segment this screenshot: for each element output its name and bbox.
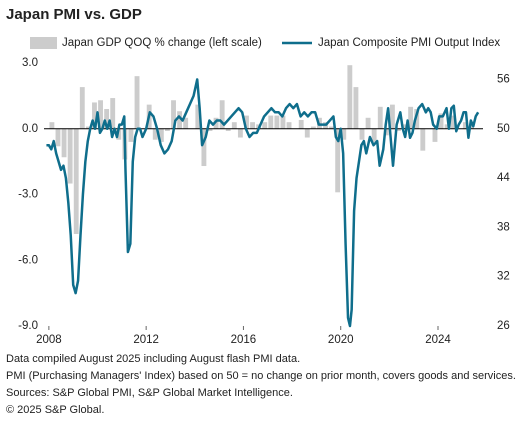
gdp-bar bbox=[134, 76, 140, 129]
legend-label: Japan GDP QOQ % change (left scale) bbox=[62, 37, 262, 49]
x-tick-label: 2016 bbox=[231, 334, 257, 346]
y2-tick-label: 50 bbox=[497, 123, 510, 135]
gdp-bar bbox=[414, 109, 420, 129]
gdp-bar bbox=[389, 104, 395, 129]
gdp-bar bbox=[469, 124, 474, 129]
x-tick-label: 2024 bbox=[425, 334, 451, 346]
x-tick-label: 2012 bbox=[133, 334, 159, 346]
gdp-bar bbox=[286, 122, 292, 129]
gdp-bar bbox=[201, 128, 207, 167]
gdp-bar bbox=[335, 128, 341, 193]
gdp-bar bbox=[304, 128, 310, 138]
gdp-bar bbox=[365, 117, 371, 129]
gdp-bar bbox=[310, 126, 316, 129]
y-tick-label: -3.0 bbox=[18, 189, 38, 201]
gdp-bar bbox=[55, 128, 61, 147]
gdp-bar bbox=[110, 98, 116, 129]
gdp-bar bbox=[359, 128, 365, 140]
gdp-bar bbox=[371, 128, 377, 142]
gdp-bar bbox=[383, 128, 389, 136]
x-tick-label: 2020 bbox=[328, 334, 354, 346]
y2-tick-label: 44 bbox=[497, 172, 510, 184]
gdp-bar bbox=[420, 128, 426, 151]
y-tick-label: 0.0 bbox=[22, 123, 38, 135]
gdp-bar bbox=[237, 128, 243, 138]
gdp-bar bbox=[444, 124, 450, 129]
y2-tick-label: 32 bbox=[497, 271, 510, 283]
gdp-bar bbox=[341, 128, 347, 140]
gdp-bar bbox=[177, 111, 183, 129]
gdp-bar bbox=[462, 122, 468, 129]
gdp-bar bbox=[268, 115, 274, 129]
gdp-bar bbox=[195, 104, 201, 129]
gdp-bar bbox=[164, 128, 170, 131]
gdp-bar bbox=[219, 100, 225, 129]
pmi-line bbox=[46, 78, 480, 328]
gdp-bar bbox=[92, 102, 97, 129]
gdp-bar bbox=[67, 128, 73, 184]
gdp-bar bbox=[79, 87, 85, 129]
footnote: Sources: S&P Global PMI, S&P Global Mark… bbox=[6, 387, 293, 399]
gdp-bar bbox=[450, 115, 456, 129]
gdp-bar bbox=[128, 128, 134, 142]
gdp-bar bbox=[85, 126, 91, 129]
gdp-bar bbox=[408, 106, 414, 129]
legend-label: Japan Composite PMI Output Index bbox=[318, 37, 500, 49]
gdp-bar bbox=[432, 128, 438, 142]
gdp-bar bbox=[402, 124, 407, 129]
gdp-bar bbox=[377, 106, 383, 129]
chart-title: Japan PMI vs. GDP bbox=[6, 6, 142, 23]
gdp-bar bbox=[280, 115, 286, 129]
footnote: Data compiled August 2025 including Augu… bbox=[6, 353, 300, 365]
gdp-bar bbox=[225, 128, 231, 131]
gdp-bar bbox=[213, 117, 219, 129]
gdp-bar bbox=[231, 122, 237, 129]
x-tick-label: 2008 bbox=[36, 334, 62, 346]
gdp-bar bbox=[347, 65, 353, 129]
gdp-bar bbox=[61, 128, 67, 158]
gdp-bar bbox=[353, 87, 359, 129]
gdp-bar bbox=[116, 128, 122, 140]
legend-swatch bbox=[30, 37, 57, 49]
gdp-bar bbox=[207, 128, 213, 131]
gdp-bar bbox=[73, 128, 79, 234]
gdp-bar bbox=[104, 109, 110, 129]
gdp-bar bbox=[158, 128, 164, 142]
footnote: PMI (Purchasing Managers' Index) based o… bbox=[6, 370, 516, 382]
gdp-bar bbox=[329, 126, 335, 129]
gdp-bar bbox=[49, 122, 55, 129]
gdp-bar bbox=[298, 119, 304, 129]
gdp-bar bbox=[438, 113, 444, 129]
gdp-bar bbox=[98, 100, 103, 129]
y-tick-label: 3.0 bbox=[22, 57, 38, 69]
y2-tick-label: 26 bbox=[497, 320, 510, 332]
gdp-bar bbox=[396, 128, 401, 131]
y-tick-label: -6.0 bbox=[18, 254, 38, 266]
footnote: © 2025 S&P Global. bbox=[6, 404, 104, 416]
y2-tick-label: 56 bbox=[497, 73, 510, 85]
gdp-bar bbox=[171, 100, 176, 129]
gdp-bar bbox=[274, 115, 280, 129]
gdp-bar bbox=[262, 122, 268, 129]
y-tick-label: -9.0 bbox=[18, 320, 38, 332]
gdp-bar bbox=[183, 117, 189, 129]
gdp-bar bbox=[250, 122, 255, 129]
gdp-bar bbox=[152, 128, 158, 140]
gdp-bar bbox=[244, 115, 249, 129]
y2-tick-label: 38 bbox=[497, 221, 510, 233]
